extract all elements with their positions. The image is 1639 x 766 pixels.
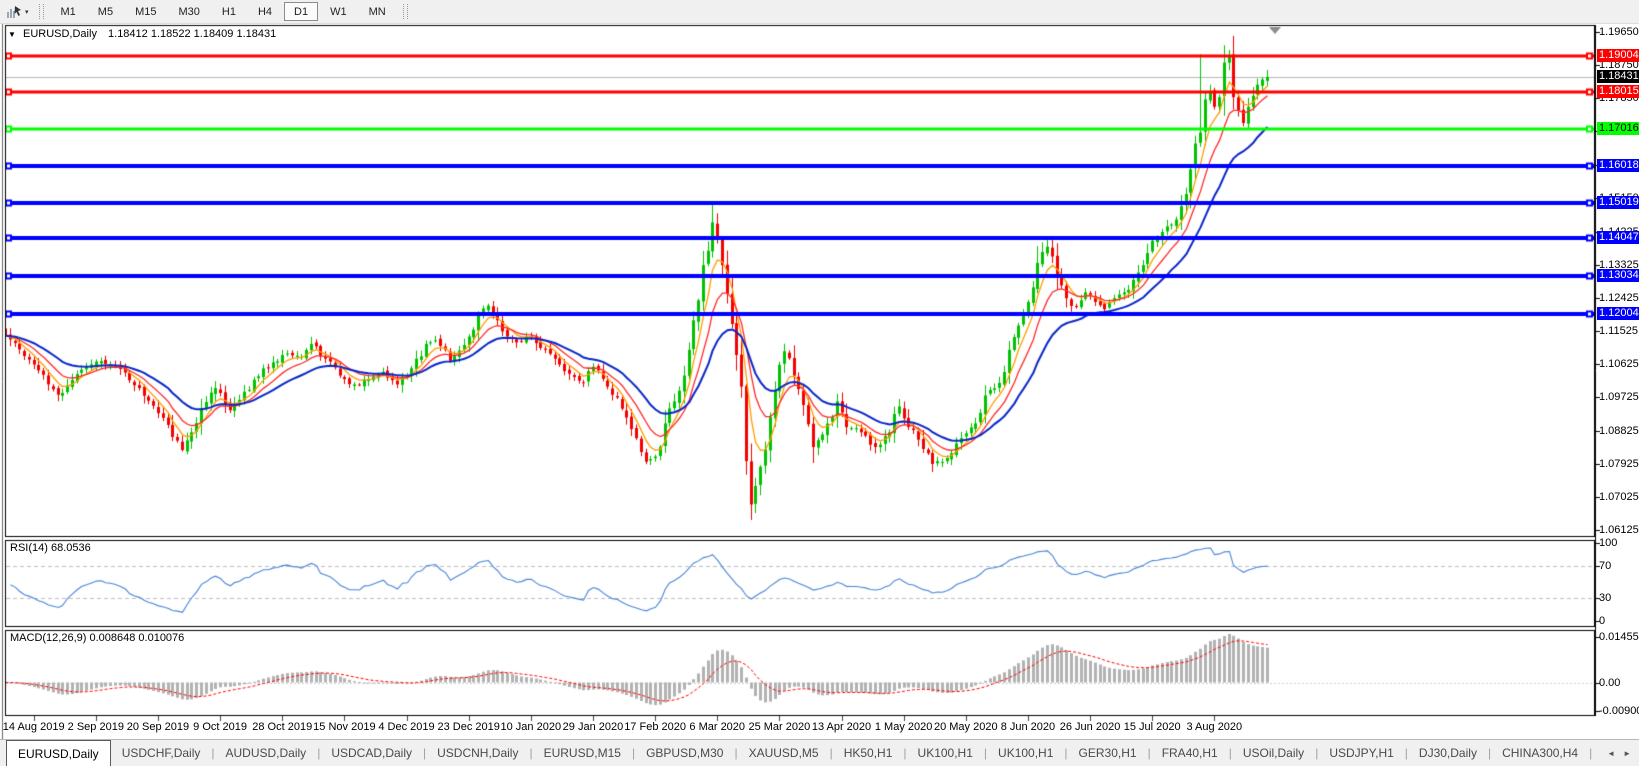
hline-price-label[interactable]: 1.14047 <box>1597 231 1639 245</box>
hline-price-label[interactable]: 1.17016 <box>1597 122 1639 136</box>
tab-usdcad-daily[interactable]: USDCAD,Daily <box>331 746 412 760</box>
tab-uk100-h1[interactable]: UK100,H1 <box>998 746 1054 760</box>
tab-gbpusd-m30[interactable]: GBPUSD,M30 <box>646 746 724 760</box>
timeframe-toolbar: M1 M5 M15 M30 H1 H4 D1 W1 MN <box>50 2 397 21</box>
tab-separator: | <box>1589 746 1593 760</box>
tab-separator: | <box>983 746 988 760</box>
timeframe-button-m30[interactable]: M30 <box>168 2 209 21</box>
chart-cursor-icon <box>6 5 22 19</box>
timeframe-button-h4[interactable]: H4 <box>248 2 282 21</box>
timeframe-button-m5[interactable]: M5 <box>88 2 123 21</box>
tab-separator: | <box>1487 746 1492 760</box>
tab-separator: | <box>1228 746 1232 760</box>
tab-usoil-daily[interactable]: USOil,Daily <box>1242 746 1305 760</box>
tab-uk100-h1[interactable]: UK100,H1 <box>917 746 973 760</box>
tab-xauusd-m5[interactable]: XAUUSD,M5 <box>748 746 819 760</box>
tab-separator: | <box>903 746 907 760</box>
tab-usoil-d[interactable]: USOil,D <box>1592 740 1596 766</box>
tab-usdcnh-daily[interactable]: USDCNH,Daily <box>437 746 519 760</box>
chevron-down-icon: ▾ <box>25 8 29 16</box>
tab-separator: | <box>1404 746 1408 760</box>
timeframe-button-d1[interactable]: D1 <box>284 2 319 21</box>
tab-separator: | <box>423 746 427 760</box>
tabs-scroll-left-button[interactable]: ◄ <box>1607 748 1616 758</box>
tab-separator: | <box>631 746 636 760</box>
toolbar-grip <box>402 4 408 19</box>
tab-fra40-h1[interactable]: FRA40,H1 <box>1161 746 1218 760</box>
tab-audusd-daily[interactable]: AUDUSD,Daily <box>225 746 307 760</box>
tabs-scroll-right-button[interactable]: ► <box>1623 748 1631 758</box>
tab-separator: | <box>1147 746 1151 760</box>
chart-cursor-button[interactable]: ▾ <box>2 2 33 22</box>
tab-ger30-h1[interactable]: GER30,H1 <box>1078 746 1137 760</box>
tabs-strip: EURUSD,Daily USDCHF,Daily | AUDUSD,Daily | US… <box>0 740 1596 766</box>
tab-scroll-arrows: ◄ ► <box>1607 740 1639 766</box>
tab-separator: | <box>829 746 833 760</box>
timeframe-button-m15[interactable]: M15 <box>125 2 166 21</box>
tab-usdjpy-h1[interactable]: USDJPY,H1 <box>1329 746 1394 760</box>
tab-dj30-daily[interactable]: DJ30,Daily <box>1418 746 1477 760</box>
tab-separator: | <box>211 746 215 760</box>
timeframe-button-m1[interactable]: M1 <box>51 2 86 21</box>
hline-price-label[interactable]: 1.16018 <box>1597 158 1639 172</box>
hline-price-label[interactable]: 1.13034 <box>1597 268 1639 282</box>
hline-price-label[interactable]: 1.12004 <box>1597 306 1639 320</box>
tab-usdchf-daily[interactable]: USDCHF,Daily <box>121 746 201 760</box>
tab-eurusd-daily[interactable]: EURUSD,Daily <box>6 740 111 766</box>
hline-price-label[interactable]: 1.15019 <box>1597 195 1639 209</box>
tab-hk50-h1[interactable]: HK50,H1 <box>843 746 893 760</box>
timeframe-button-mn[interactable]: MN <box>359 2 396 21</box>
timeframe-button-w1[interactable]: W1 <box>320 2 357 21</box>
tab-separator: | <box>1064 746 1068 760</box>
tab-separator: | <box>529 746 533 760</box>
toolbar-grip <box>38 4 44 19</box>
tab-china300-h4[interactable]: CHINA300,H4 <box>1502 746 1579 760</box>
hline-price-label[interactable]: 1.19004 <box>1597 48 1639 62</box>
toolbar: ▾ M1 M5 M15 M30 H1 H4 D1 W1 MN <box>0 0 1639 24</box>
chart-tab-bar: EURUSD,Daily USDCHF,Daily | AUDUSD,Daily | US… <box>0 739 1639 766</box>
tab-separator: | <box>1315 746 1319 760</box>
hline-price-label[interactable]: 1.18015 <box>1597 85 1639 99</box>
tab-separator: | <box>317 746 321 760</box>
timeframe-button-h1[interactable]: H1 <box>212 2 246 21</box>
tab-eurusd-m15[interactable]: EURUSD,M15 <box>543 746 621 760</box>
tab-separator: | <box>734 746 738 760</box>
